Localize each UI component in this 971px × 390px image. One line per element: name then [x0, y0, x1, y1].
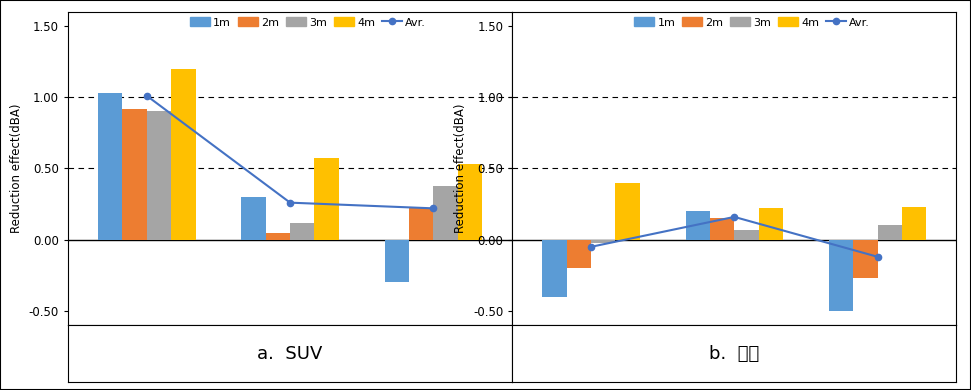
Bar [591, 240, 616, 243]
Bar [266, 232, 290, 240]
Bar [829, 240, 854, 311]
Bar [902, 207, 926, 240]
Bar [542, 240, 567, 297]
Bar [242, 197, 266, 240]
Legend: 1m, 2m, 3m, 4m, Avr.: 1m, 2m, 3m, 4m, Avr. [190, 17, 426, 28]
Bar [409, 208, 433, 240]
Bar [315, 158, 339, 240]
Avr. [427, 206, 439, 211]
Avr. [728, 215, 740, 219]
Avr. [586, 245, 597, 249]
Bar [878, 225, 902, 240]
Avr. [285, 200, 296, 205]
Bar [616, 183, 640, 240]
Line: Avr.: Avr. [587, 214, 881, 260]
Bar [710, 218, 734, 240]
Avr. [141, 94, 152, 98]
Avr. [872, 254, 884, 259]
Legend: 1m, 2m, 3m, 4m, Avr.: 1m, 2m, 3m, 4m, Avr. [634, 17, 870, 28]
Bar [854, 240, 878, 278]
Bar [171, 69, 195, 240]
Bar [433, 186, 457, 240]
Bar [122, 108, 147, 240]
Text: b.  트럭: b. 트럭 [709, 345, 759, 363]
Line: Avr.: Avr. [144, 93, 437, 211]
Bar [734, 230, 758, 240]
Bar [758, 208, 783, 240]
Text: a.  SUV: a. SUV [257, 345, 322, 363]
Bar [290, 223, 315, 240]
Bar [98, 93, 122, 240]
Y-axis label: Reduction effect(dBA): Reduction effect(dBA) [10, 104, 23, 233]
Bar [147, 112, 171, 240]
Bar [567, 240, 591, 268]
Bar [385, 240, 409, 282]
Bar [457, 164, 483, 240]
Y-axis label: Reduction effect(dBA): Reduction effect(dBA) [454, 104, 467, 233]
Bar [686, 211, 710, 240]
